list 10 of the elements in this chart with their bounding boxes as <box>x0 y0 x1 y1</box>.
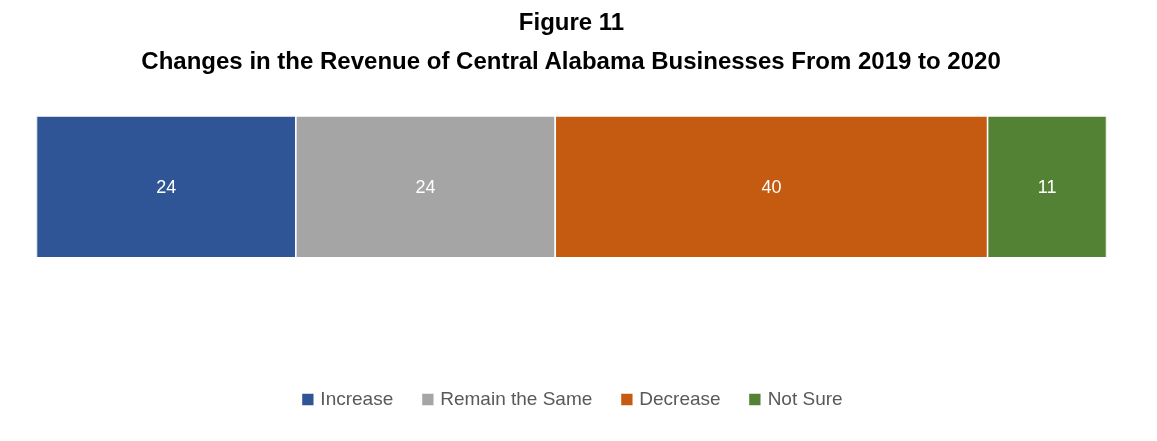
legend-label: Not Sure <box>767 388 843 410</box>
legend-label: Increase <box>320 388 394 410</box>
chart-subtitle: Changes in the Revenue of Central Alabama Businesses From 2019 to 2020 <box>141 46 1001 74</box>
data-label: 24 <box>415 177 436 198</box>
legend-label: Decrease <box>639 388 721 410</box>
chart-title: Figure 11 <box>518 7 625 35</box>
data-label: 11 <box>1037 177 1057 198</box>
data-label: 40 <box>761 177 782 198</box>
data-label: 24 <box>156 177 177 198</box>
legend-label: Remain the Same <box>440 388 593 410</box>
